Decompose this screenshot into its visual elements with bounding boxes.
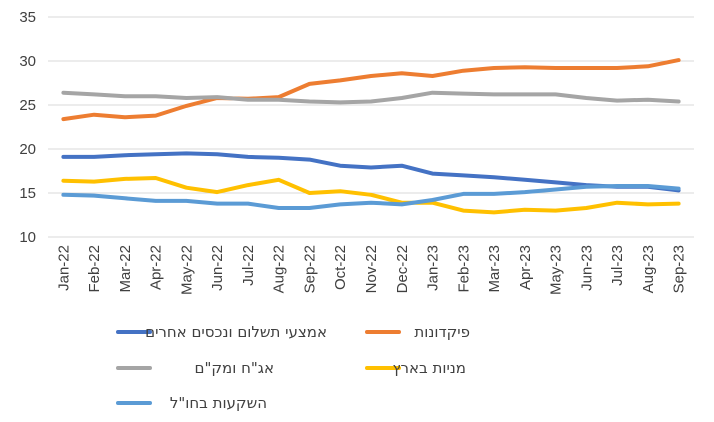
x-tick-label: Feb-22 [86,245,103,293]
x-tick-label: Dec-22 [394,245,411,293]
x-tick-label: Feb-23 [455,245,472,293]
y-tick-label: 25 [19,97,36,114]
y-tick-label: 35 [19,9,36,26]
series-line-1 [61,58,681,122]
series-line-3 [61,176,681,215]
x-tick-label: Apr-23 [517,245,534,290]
series-line-0 [61,151,681,193]
y-tick-label: 10 [19,229,36,246]
y-axis-ticks: 10 15 20 25 30 35 [19,9,36,246]
y-tick-label: 30 [19,53,36,70]
series-line-4 [61,184,681,210]
x-tick-label: May-22 [178,245,195,295]
x-tick-label: Jul-23 [609,245,626,286]
series-line-2 [61,90,681,105]
legend-label: השקעות בחו"ל [170,394,267,412]
x-tick-label: Mar-23 [486,245,503,293]
x-tick-label: Apr-22 [148,245,165,290]
legend: אמצעי תשלום ונכסים אחרים פיקדונות אג"ח ומק… [116,323,470,412]
x-tick-label: Jun-23 [578,245,595,291]
y-tick-label: 15 [19,185,36,202]
x-tick-label: May-23 [548,245,565,295]
x-tick-label: Aug-22 [271,245,288,293]
series-lines [61,58,681,215]
x-tick-label: Jan-22 [55,245,72,291]
x-tick-label: Aug-23 [640,245,657,293]
x-tick-label: Nov-22 [363,245,380,293]
legend-label: פיקדונות [414,323,470,341]
x-tick-label: Jan-23 [425,245,442,291]
x-tick-label: Sep-23 [671,245,688,293]
y-tick-label: 20 [19,141,36,158]
x-tick-label: Jun-22 [209,245,226,291]
x-tick-label: Sep-22 [301,245,318,293]
legend-label: אג"ח ומק"ם [195,359,274,377]
legend-label: אמצעי תשלום ונכסים אחרים [145,323,327,341]
x-tick-label: Jul-22 [240,245,257,286]
x-axis-ticks: Jan-22 Feb-22 Mar-22 Apr-22 May-22 Jun-22 Jul-… [55,245,687,295]
x-tick-label: Oct-22 [332,245,349,290]
legend-label: מניות בארץ [392,359,466,377]
gridlines [48,16,694,238]
x-tick-label: Mar-22 [117,245,134,293]
